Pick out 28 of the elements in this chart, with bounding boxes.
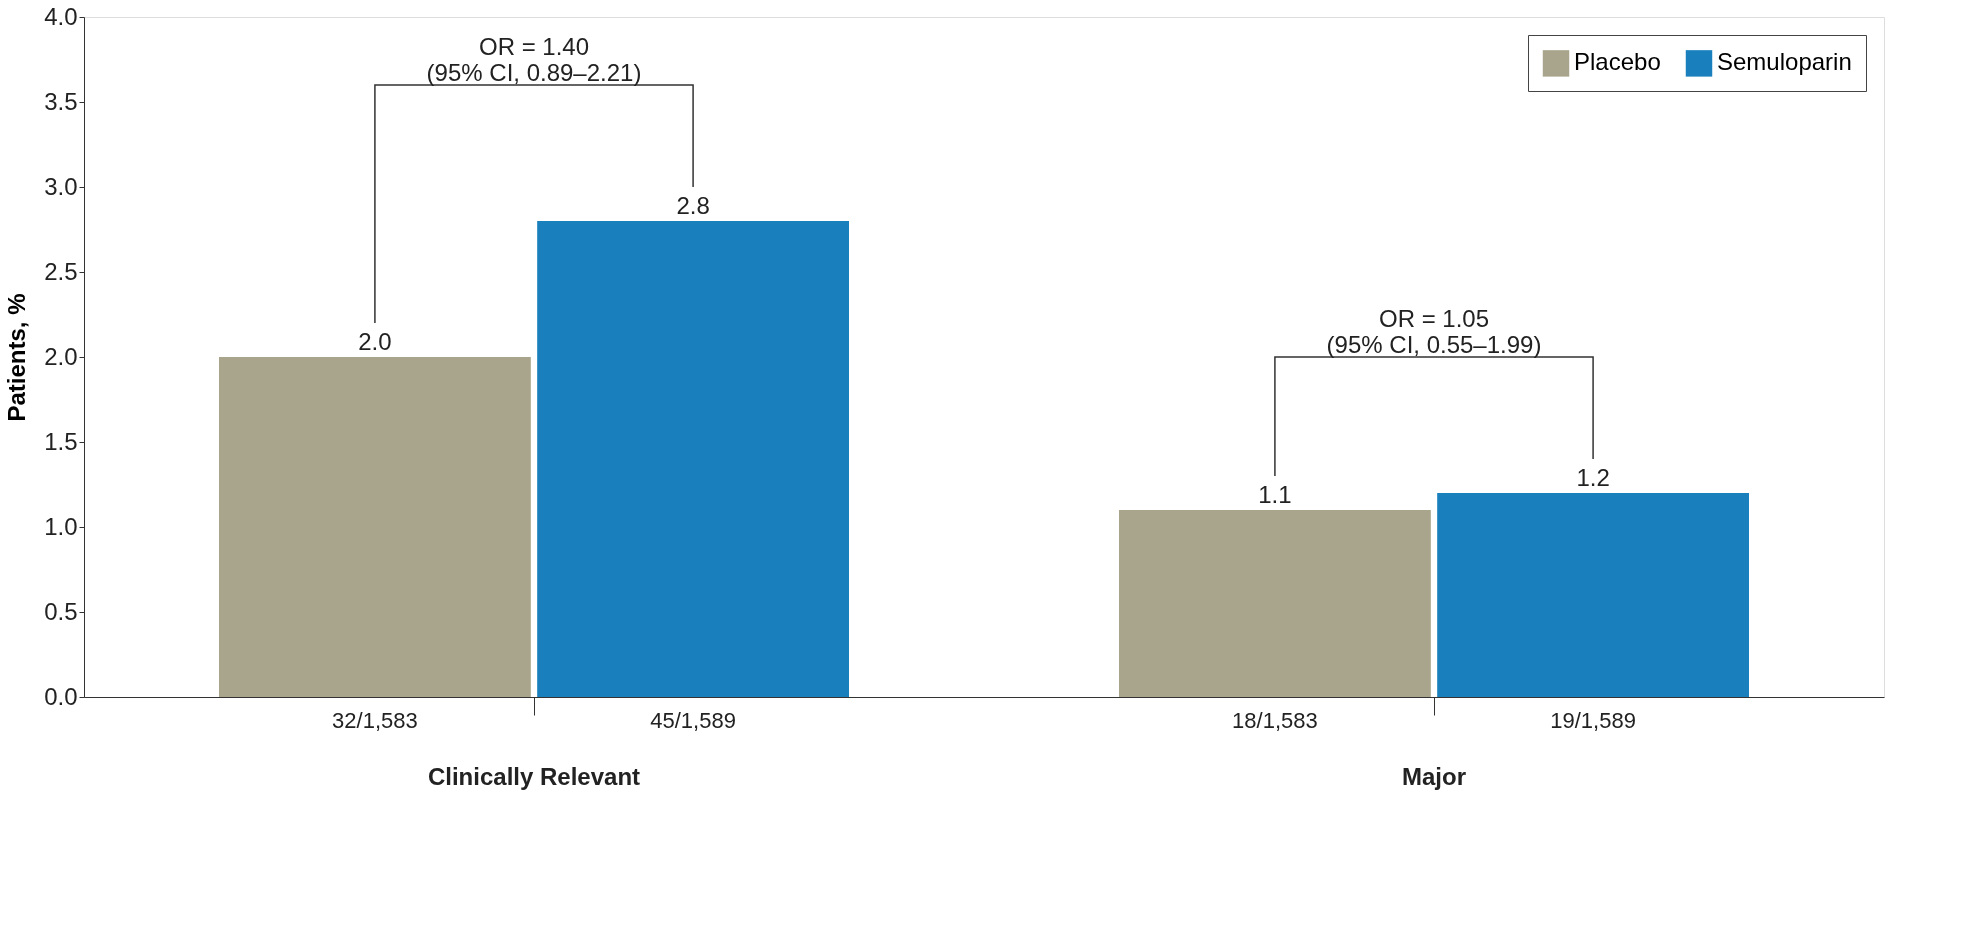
y-tick-label: 3.5 <box>44 87 78 115</box>
data-label: 2.0 <box>358 328 392 355</box>
text: 32/1,583 <box>332 708 418 733</box>
y-tick-label: 1.0 <box>44 512 78 540</box>
y-tick-label: 3.0 <box>44 172 78 200</box>
bar <box>1437 493 1749 697</box>
bar <box>219 357 531 697</box>
text: 19/1,589 <box>1550 708 1636 733</box>
y-tick-label: 2.5 <box>44 257 78 285</box>
y-tick-label: 2.0 <box>44 342 78 370</box>
x-tick-label: Major <box>1401 762 1467 790</box>
y-tick-label: 0.5 <box>44 597 78 625</box>
annotation: OR = 1.05 (95% CI, 0.55–1.99) <box>1326 304 1542 358</box>
legend-label: Placebo <box>1574 48 1661 76</box>
annotation: OR = 1.40 (95% CI, 0.89–2.21) <box>426 32 642 86</box>
text: 45/1,589 <box>650 708 736 733</box>
data-label: 1.1 <box>1258 481 1292 508</box>
text: 18/1,583 <box>1232 708 1318 733</box>
x-tick-label: Clinically Relevant <box>427 762 641 790</box>
bar <box>1119 510 1431 697</box>
y-tick-label: 4.0 <box>44 2 78 30</box>
data-label: 1.2 <box>1576 464 1610 491</box>
y-tick-label: 1.5 <box>44 427 78 455</box>
data-label: 2.8 <box>676 192 710 219</box>
y-tick-label: 0.0 <box>44 682 78 710</box>
y-axis-title: Patients, % <box>3 293 31 422</box>
bar <box>537 221 849 697</box>
legend-label: Semuloparin <box>1717 48 1852 76</box>
